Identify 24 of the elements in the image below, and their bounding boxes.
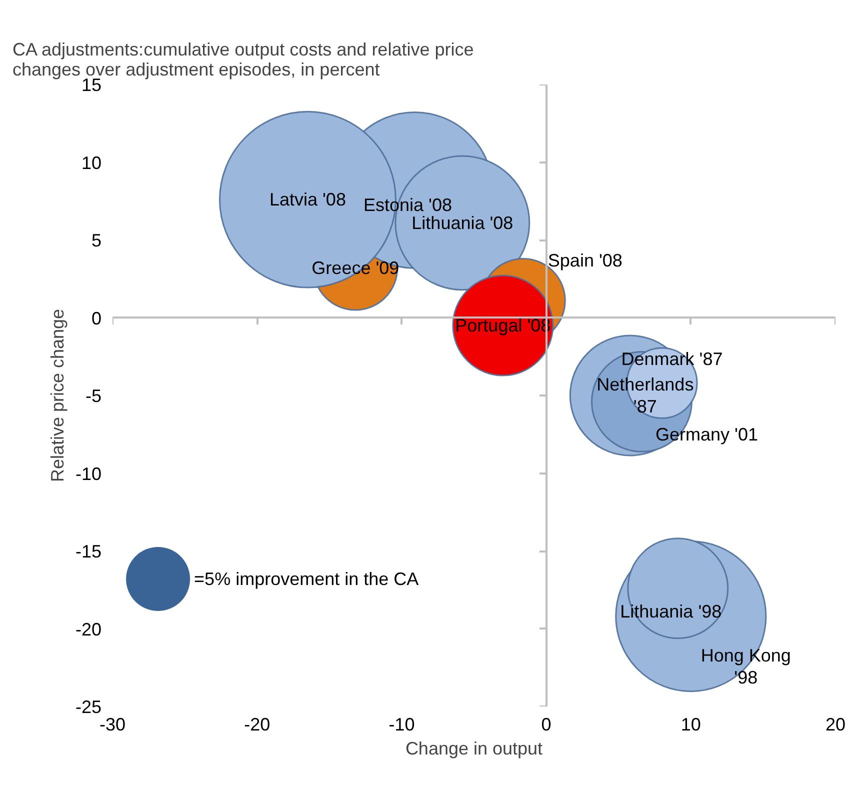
series-label: Latvia '08 xyxy=(269,190,346,210)
series-label: Spain '08 xyxy=(548,250,622,271)
x-tick-label: -10 xyxy=(388,714,415,734)
x-axis-title: Change in output xyxy=(405,738,543,758)
x-tick-label: 10 xyxy=(680,714,701,734)
y-tick-label: -10 xyxy=(75,464,102,484)
series-label: Estonia '08 xyxy=(363,195,452,216)
series-label: Denmark '87 xyxy=(621,349,723,370)
series-label: Netherlands '87 xyxy=(596,374,694,416)
x-tick-label: -20 xyxy=(244,714,270,734)
series-label: Lithuania '98 xyxy=(620,601,722,622)
y-tick-label: 10 xyxy=(81,152,102,173)
series-label: Lithuania '08 xyxy=(412,212,514,233)
x-tick-label: 0 xyxy=(541,714,552,734)
legend-label: =5% improvement in the CA xyxy=(194,568,419,589)
y-tick-label: 0 xyxy=(91,308,102,328)
y-tick-label: -5 xyxy=(85,386,102,406)
y-tick-label: 5 xyxy=(91,230,102,250)
x-tick-label: -30 xyxy=(99,714,126,734)
y-tick-label: -15 xyxy=(75,542,102,562)
y-tick-label: -25 xyxy=(75,697,102,717)
x-tick-label: 20 xyxy=(825,714,846,734)
y-axis-title: Relative price change xyxy=(47,308,68,482)
y-tick-label: -20 xyxy=(75,619,102,640)
